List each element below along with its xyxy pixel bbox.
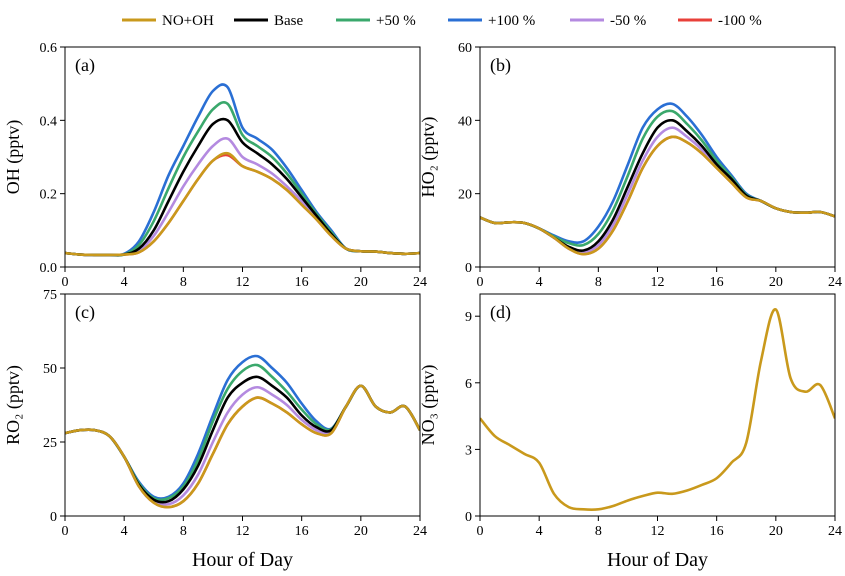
y-tick-label: 0.6: [40, 41, 58, 56]
y-axis-label: HO₂ (pptv): [418, 117, 439, 198]
y-tick-label: 9: [465, 310, 472, 325]
y-axis-label: OH (pptv): [3, 120, 24, 195]
y-tick-label: 0: [465, 261, 472, 276]
panel-label: (a): [75, 55, 95, 76]
series-line: [480, 102, 835, 244]
y-tick-label: 3: [465, 443, 472, 458]
plot-frame: [479, 46, 836, 268]
series-line: [480, 308, 835, 511]
x-tick-label: 12: [651, 275, 665, 290]
legend-label: -50 %: [610, 13, 646, 29]
x-tick-label: 0: [477, 275, 484, 290]
x-tick-label: 4: [121, 275, 128, 290]
series-line: [480, 135, 835, 256]
y-tick-label: 0.4: [40, 114, 58, 129]
x-tick-label: 8: [180, 524, 187, 539]
x-tick-label: 24: [413, 275, 427, 290]
x-tick-label: 16: [710, 524, 724, 539]
legend-label: NO+OH: [162, 13, 214, 29]
x-tick-label: 20: [769, 524, 783, 539]
x-axis-label: Hour of Day: [192, 549, 293, 571]
plot-lines: [65, 83, 420, 257]
x-tick-label: 24: [828, 275, 842, 290]
y-axis-label: RO₂ (pptv): [3, 365, 24, 445]
x-tick-label: 16: [295, 275, 309, 290]
plot-frame: [479, 293, 836, 517]
x-tick-label: 12: [236, 524, 250, 539]
series-line: [480, 118, 835, 252]
y-tick-label: 0: [50, 510, 57, 525]
legend-label: -100 %: [718, 13, 762, 29]
y-tick-label: 40: [458, 114, 472, 129]
plot-lines: [480, 308, 835, 511]
panel-label: (d): [490, 302, 511, 323]
x-tick-label: 8: [180, 275, 187, 290]
x-tick-label: 20: [769, 275, 783, 290]
x-tick-label: 4: [121, 524, 128, 539]
y-tick-label: 75: [43, 288, 57, 303]
legend-label: +50 %: [376, 13, 416, 29]
x-tick-label: 4: [536, 524, 543, 539]
y-tick-label: 6: [465, 377, 472, 392]
y-tick-label: 0.2: [40, 188, 58, 203]
panel-label: (c): [75, 302, 95, 323]
x-tick-label: 12: [236, 275, 250, 290]
series-line: [65, 363, 420, 502]
x-tick-label: 8: [595, 275, 602, 290]
plot-lines: [65, 354, 420, 509]
legend-label: Base: [274, 13, 304, 29]
x-axis-label: Hour of Day: [607, 549, 708, 571]
y-tick-label: 20: [458, 188, 472, 203]
x-tick-label: 0: [62, 275, 69, 290]
plot-lines: [480, 102, 835, 256]
series-line: [65, 83, 420, 257]
y-tick-label: 50: [43, 362, 57, 377]
x-tick-label: 0: [477, 524, 484, 539]
x-tick-label: 16: [295, 524, 309, 539]
y-tick-label: 0.0: [40, 261, 58, 276]
series-line: [65, 151, 420, 257]
y-tick-label: 25: [43, 436, 57, 451]
panel-label: (b): [490, 55, 511, 76]
plot-frame: [64, 293, 421, 517]
x-tick-label: 0: [62, 524, 69, 539]
x-tick-label: 16: [710, 275, 724, 290]
x-tick-label: 20: [354, 275, 368, 290]
series-line: [65, 153, 420, 257]
y-axis-label: NO₃ (pptv): [418, 365, 439, 446]
series-line: [65, 354, 420, 500]
series-line: [65, 136, 420, 257]
x-tick-label: 24: [828, 524, 842, 539]
series-line: [65, 384, 420, 509]
series-line: [65, 117, 420, 257]
x-tick-label: 12: [651, 524, 665, 539]
x-tick-label: 8: [595, 524, 602, 539]
x-tick-label: 4: [536, 275, 543, 290]
plot-frame: [64, 46, 421, 268]
legend-label: +100 %: [488, 13, 535, 29]
series-line: [480, 135, 835, 256]
y-tick-label: 0: [465, 510, 472, 525]
x-tick-label: 24: [413, 524, 427, 539]
x-tick-label: 20: [354, 524, 368, 539]
y-tick-label: 60: [458, 41, 472, 56]
